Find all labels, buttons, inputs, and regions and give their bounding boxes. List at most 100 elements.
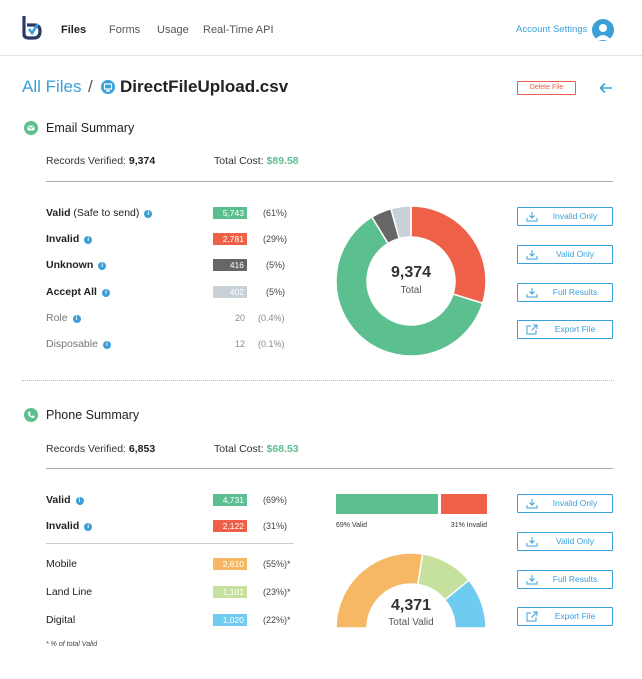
page-title: DirectFileUpload.csv xyxy=(120,77,289,96)
phone-invalid-only-button[interactable]: Invalid Only xyxy=(517,494,613,513)
breadcrumb-all-files[interactable]: All Files xyxy=(22,77,82,96)
gauge-label: Total Valid xyxy=(388,617,434,628)
top-navigation-bar: Files Forms Usage Real-Time API Account … xyxy=(0,0,642,56)
delete-file-button[interactable]: Delete File xyxy=(517,81,576,95)
accept-all-slice xyxy=(390,205,412,240)
label-unknown: Unknown i xyxy=(46,259,107,271)
email-icon xyxy=(24,121,38,135)
info-icon[interactable]: i xyxy=(101,289,110,297)
records-value: 6,853 xyxy=(128,443,156,455)
phone-summary-title: Phone Summary xyxy=(46,408,140,422)
phone-records-verified: Records Verified: 6,853 xyxy=(46,443,155,455)
monitor-icon xyxy=(101,80,115,94)
invalid-slice xyxy=(410,205,487,305)
phone-icon xyxy=(24,408,38,422)
cost-label: Total Cost: xyxy=(214,443,264,455)
label-role: Role i xyxy=(46,312,81,324)
invalid-bar-caption: 31% Invalid xyxy=(450,522,487,529)
email-full-results-button[interactable]: Full Results xyxy=(517,283,613,302)
download-icon xyxy=(526,250,538,260)
nav-forms[interactable]: Forms xyxy=(109,24,141,36)
pct-disposable: (0.1%) xyxy=(258,339,285,349)
phone-type-gauge-chart xyxy=(335,552,487,629)
count-valid: 5,743 xyxy=(213,207,247,219)
label-land-line: Land Line xyxy=(46,586,93,598)
info-icon[interactable]: i xyxy=(102,341,111,349)
count-role: 20 xyxy=(234,313,245,323)
gauge-total: 4,371 xyxy=(390,597,432,614)
section-divider xyxy=(22,380,614,381)
info-icon[interactable]: i xyxy=(75,497,84,505)
breadcrumb-separator: / xyxy=(88,77,93,96)
pct-mobile: (55%)* xyxy=(263,559,291,569)
export-icon xyxy=(526,611,538,622)
info-icon[interactable]: i xyxy=(98,262,107,270)
info-icon[interactable]: i xyxy=(72,315,81,323)
avatar[interactable] xyxy=(592,19,614,41)
logo-icon[interactable] xyxy=(20,14,44,40)
pct-phone-valid: (69%) xyxy=(263,495,288,505)
pct-valid: (61%) xyxy=(263,208,288,218)
count-accept-all: 402 xyxy=(213,286,247,298)
download-icon xyxy=(526,288,538,298)
phone-export-file-button[interactable]: Export File xyxy=(517,607,613,626)
export-icon xyxy=(526,324,538,335)
phone-total-cost: Total Cost: $68.53 xyxy=(214,443,299,455)
label-digital: Digital xyxy=(46,614,76,626)
valid-bar-caption: 69% Valid xyxy=(336,522,368,529)
cost-value: $68.53 xyxy=(266,443,299,455)
email-export-file-button[interactable]: Export File xyxy=(517,320,613,339)
info-icon[interactable]: i xyxy=(84,236,93,244)
info-icon[interactable]: i xyxy=(84,523,93,531)
email-invalid-only-button[interactable]: Invalid Only xyxy=(517,207,613,226)
phone-valid-only-button[interactable]: Valid Only xyxy=(517,532,613,551)
nav-real-time-api[interactable]: Real-Time API xyxy=(203,24,274,36)
count-digital: 1,020 xyxy=(213,614,247,626)
count-unknown: 416 xyxy=(213,259,247,271)
download-icon xyxy=(526,212,538,222)
back-arrow-icon[interactable] xyxy=(598,80,614,96)
nav-usage[interactable]: Usage xyxy=(157,24,189,36)
pct-role: (0.4%) xyxy=(258,313,285,323)
info-icon[interactable]: i xyxy=(144,210,153,218)
donut-label: Total xyxy=(400,285,422,296)
count-invalid: 2,781 xyxy=(213,233,247,245)
footnote: * % of total Valid xyxy=(46,641,98,648)
label-mobile: Mobile xyxy=(46,558,77,570)
cost-value: $89.58 xyxy=(266,155,299,167)
account-settings-link[interactable]: Account Settings xyxy=(516,24,588,35)
label-disposable: Disposable i xyxy=(46,338,111,350)
pct-unknown: (5%) xyxy=(266,260,286,270)
count-land-line: 1,101 xyxy=(213,586,247,598)
records-label: Records Verified: xyxy=(46,443,126,455)
label-phone-invalid: Invalid i xyxy=(46,520,93,532)
count-mobile: 2,610 xyxy=(213,558,247,570)
email-valid-only-button[interactable]: Valid Only xyxy=(517,245,613,264)
pct-digital: (22%)* xyxy=(263,615,291,625)
records-value: 9,374 xyxy=(128,155,156,167)
pct-land-line: (23%)* xyxy=(263,587,291,597)
label-valid: Valid (Safe to send) i xyxy=(46,207,153,219)
label-accept-all: Accept All i xyxy=(46,286,110,298)
label-phone-valid: Valid i xyxy=(46,494,84,506)
count-phone-valid: 4,731 xyxy=(213,494,247,506)
pct-invalid: (29%) xyxy=(263,234,288,244)
valid-slice xyxy=(335,215,484,357)
download-icon xyxy=(526,499,538,509)
valid-share-bar xyxy=(336,494,438,514)
nav-files[interactable]: Files xyxy=(61,24,87,36)
email-donut-chart xyxy=(335,205,487,357)
phone-full-results-button[interactable]: Full Results xyxy=(517,570,613,589)
pct-phone-invalid: (31%) xyxy=(263,521,288,531)
invalid-share-bar xyxy=(441,494,487,514)
records-label: Records Verified: xyxy=(46,155,126,167)
cost-label: Total Cost: xyxy=(214,155,264,167)
count-disposable: 12 xyxy=(234,339,245,349)
download-icon xyxy=(526,537,538,547)
download-icon xyxy=(526,575,538,585)
divider xyxy=(46,543,294,544)
email-records-verified: Records Verified: 9,374 xyxy=(46,155,155,167)
divider xyxy=(46,181,613,182)
digital-slice xyxy=(443,579,487,629)
pct-accept-all: (5%) xyxy=(266,287,286,297)
